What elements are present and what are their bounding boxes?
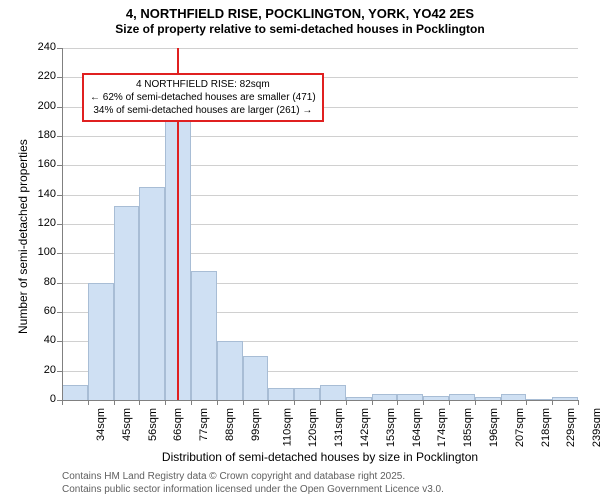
callout-box: 4 NORTHFIELD RISE: 82sqm← 62% of semi-de… (82, 73, 324, 122)
footer-line2: Contains public sector information licen… (62, 483, 444, 496)
y-tick-label: 140 (26, 189, 56, 200)
x-tick-label: 239sqm (591, 408, 600, 447)
gridline (62, 48, 578, 49)
chart-container: 4, NORTHFIELD RISE, POCKLINGTON, YORK, Y… (0, 0, 600, 500)
histogram-bar (88, 283, 114, 400)
histogram-bar (243, 356, 269, 400)
histogram-bar (268, 388, 294, 400)
x-tick-label: 120sqm (308, 408, 320, 447)
x-tick-label: 34sqm (95, 408, 107, 441)
histogram-bar (139, 187, 165, 400)
x-tick-label: 153sqm (385, 408, 397, 447)
x-tick-label: 142sqm (359, 408, 371, 447)
x-tick-label: 196sqm (488, 408, 500, 447)
callout-line: 34% of semi-detached houses are larger (… (90, 104, 316, 117)
y-tick-label: 40 (26, 335, 56, 346)
x-tick-label: 174sqm (437, 408, 449, 447)
footer-line1: Contains HM Land Registry data © Crown c… (62, 470, 444, 483)
y-tick-label: 0 (26, 394, 56, 405)
x-tick-label: 66sqm (172, 408, 184, 441)
x-tick-label: 99sqm (250, 408, 262, 441)
gridline (62, 165, 578, 166)
x-axis-label: Distribution of semi-detached houses by … (62, 450, 578, 464)
gridline (62, 136, 578, 137)
histogram-bar (191, 271, 217, 400)
y-tick-label: 240 (26, 42, 56, 53)
x-tick-mark (578, 400, 579, 405)
x-tick-label: 110sqm (281, 408, 293, 446)
histogram-bar (62, 385, 88, 400)
histogram-bar (320, 385, 346, 400)
y-tick-label: 100 (26, 247, 56, 258)
x-tick-label: 131sqm (333, 408, 345, 447)
x-tick-label: 185sqm (462, 408, 474, 447)
y-tick-label: 200 (26, 101, 56, 112)
x-tick-label: 218sqm (540, 408, 552, 447)
y-axis-line (62, 48, 63, 400)
y-tick-label: 220 (26, 71, 56, 82)
plot-area: 02040608010012014016018020022024034sqm45… (62, 48, 578, 400)
title-sub: Size of property relative to semi-detach… (0, 22, 600, 36)
x-tick-label: 229sqm (566, 408, 578, 447)
y-tick-label: 80 (26, 277, 56, 288)
footer: Contains HM Land Registry data © Crown c… (62, 470, 444, 496)
title-main: 4, NORTHFIELD RISE, POCKLINGTON, YORK, Y… (0, 0, 600, 22)
x-tick-label: 77sqm (198, 408, 210, 441)
x-tick-label: 88sqm (224, 408, 236, 441)
x-tick-label: 45sqm (121, 408, 133, 441)
x-tick-label: 207sqm (514, 408, 526, 447)
y-tick-label: 120 (26, 218, 56, 229)
y-tick-label: 60 (26, 306, 56, 317)
x-tick-label: 56sqm (147, 408, 159, 441)
x-tick-label: 164sqm (411, 408, 423, 447)
callout-line: ← 62% of semi-detached houses are smalle… (90, 91, 316, 104)
y-tick-label: 180 (26, 130, 56, 141)
y-tick-label: 20 (26, 365, 56, 376)
histogram-bar (217, 341, 243, 400)
histogram-bar (294, 388, 320, 400)
callout-line: 4 NORTHFIELD RISE: 82sqm (90, 78, 316, 91)
x-axis-line (62, 400, 578, 401)
histogram-bar (114, 206, 140, 400)
y-tick-label: 160 (26, 159, 56, 170)
